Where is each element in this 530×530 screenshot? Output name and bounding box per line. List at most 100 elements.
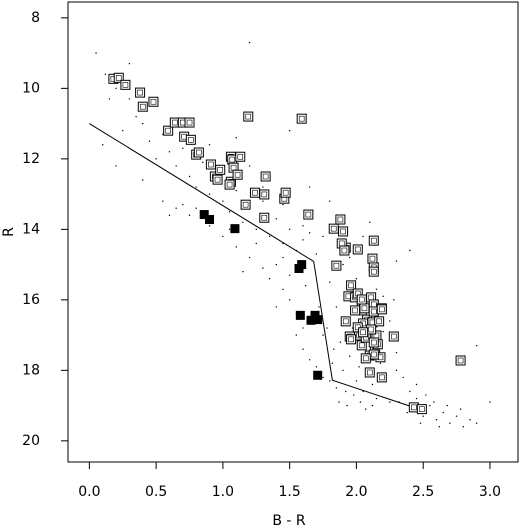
star-dot (242, 270, 244, 273)
y-tick-label: 10 (22, 80, 40, 96)
open-square-inner (369, 255, 376, 262)
star-dot (235, 189, 237, 192)
open-square-inner (354, 246, 361, 253)
star-dot (268, 235, 271, 238)
star-dot (302, 239, 304, 241)
open-square-inner (366, 369, 373, 376)
open-square-marker (240, 199, 251, 210)
open-square-marker (212, 174, 223, 185)
open-square-inner (340, 228, 346, 235)
star-dot (329, 380, 331, 382)
star-dot (228, 211, 231, 213)
filled-square-marker (313, 370, 323, 380)
open-square-inner (378, 306, 385, 313)
star-dot (402, 376, 404, 379)
star-dot (288, 299, 291, 301)
star-dot (326, 327, 328, 329)
star-dot (304, 285, 307, 287)
open-square-inner (457, 357, 464, 364)
star-dot (415, 383, 418, 386)
open-square-inner (348, 282, 354, 289)
star-dot (248, 165, 251, 167)
open-square-inner (370, 268, 377, 275)
star-dot (375, 288, 378, 290)
open-square-marker (328, 223, 339, 234)
star-dot (322, 334, 324, 336)
star-dot (433, 401, 435, 403)
open-square-inner (370, 308, 377, 315)
star-dot (208, 225, 211, 227)
star-dot (302, 327, 304, 329)
star-dot (222, 235, 224, 238)
star-dot (359, 401, 362, 403)
open-square-marker (232, 169, 243, 180)
open-square-inner (368, 326, 374, 333)
star-dot (262, 186, 264, 188)
plot-frame (67, 1, 519, 463)
open-square-inner (411, 404, 417, 411)
filled-square-marker (310, 310, 320, 320)
star-dot (429, 404, 431, 407)
star-dot (302, 348, 304, 350)
y-tick-label: 18 (22, 362, 40, 378)
open-square-marker (346, 334, 357, 345)
x-tick-label: 2.0 (345, 484, 367, 500)
open-square-marker (303, 209, 314, 220)
open-square-inner (172, 119, 178, 126)
star-dot (345, 390, 347, 393)
open-square-marker (338, 226, 349, 237)
star-dot (288, 228, 291, 231)
x-axis-label: B - R (272, 513, 306, 529)
star-dot (275, 306, 278, 308)
star-dot (389, 401, 391, 403)
open-square-marker (352, 244, 363, 255)
x-tick-label: 0.5 (145, 484, 167, 500)
star-dot (188, 175, 191, 178)
open-square-marker (416, 404, 427, 415)
open-square-marker (184, 117, 195, 128)
y-tick-label: 20 (22, 433, 40, 449)
star-dot (446, 404, 448, 407)
open-square-inner (378, 374, 385, 381)
open-square-inner (358, 296, 365, 303)
filled-square-marker (199, 210, 209, 220)
star-dot (371, 404, 374, 407)
star-dot (308, 359, 311, 361)
open-square-marker (374, 316, 385, 327)
open-square-inner (261, 214, 268, 221)
open-square-inner (139, 103, 146, 110)
star-dot (333, 348, 335, 350)
y-tick-label: 8 (31, 10, 40, 26)
open-square-inner (360, 329, 366, 336)
open-square-marker (280, 187, 291, 198)
open-square-inner (419, 406, 425, 412)
star-dot (322, 376, 324, 379)
open-square-marker (249, 187, 260, 198)
star-dot (295, 334, 298, 336)
y-axis-label: R (1, 227, 17, 237)
star-dot (409, 249, 411, 252)
x-tick-label: 2.5 (412, 484, 434, 500)
star-dot (339, 341, 342, 343)
star-dot (182, 203, 184, 206)
star-dot (255, 242, 257, 245)
open-square-marker (359, 303, 370, 314)
star-dot (315, 366, 318, 368)
open-square-inner (358, 342, 365, 349)
star-dot (282, 288, 284, 290)
open-square-inner (214, 176, 221, 183)
star-dot (375, 397, 378, 400)
star-dot (168, 151, 171, 153)
star-dot (222, 200, 224, 202)
open-square-marker (331, 260, 342, 271)
star-dot (168, 214, 171, 216)
open-square-inner (217, 166, 224, 173)
star-dot (128, 98, 131, 100)
open-square-marker (135, 87, 146, 98)
open-square-marker (358, 327, 369, 338)
star-dot (308, 232, 311, 234)
open-square-inner (208, 161, 214, 168)
open-square-marker (260, 171, 271, 182)
open-square-inner (186, 119, 193, 126)
